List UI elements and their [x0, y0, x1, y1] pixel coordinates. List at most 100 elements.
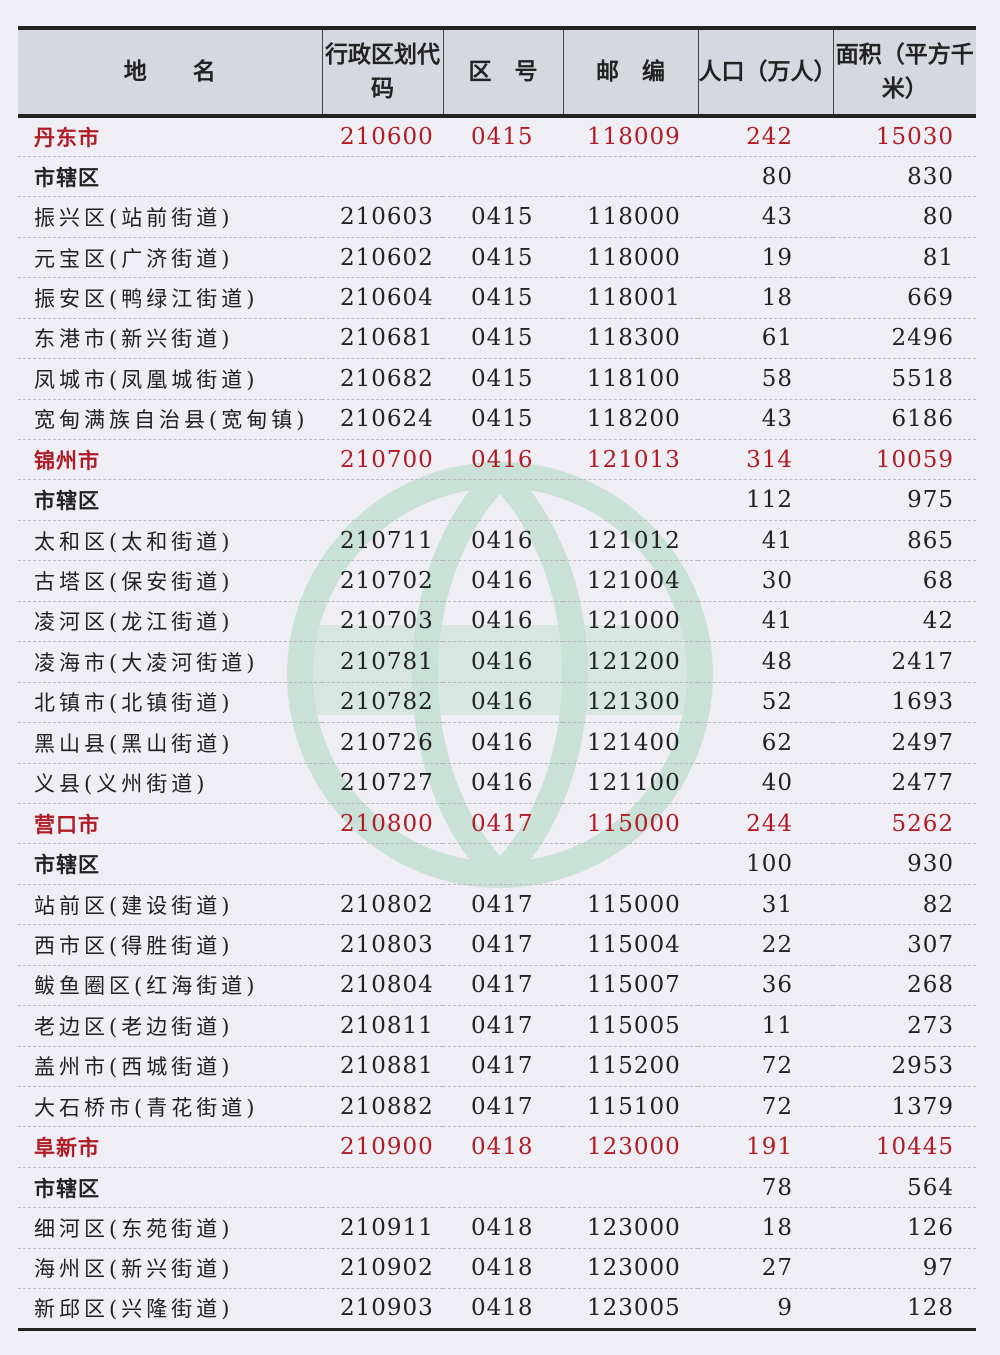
cell-population: 48 — [761, 648, 793, 675]
table-row: 大石桥市(青花街道) 210882 0417 115100 72 1379 — [18, 1087, 976, 1127]
table-row: 振兴区(站前街道) 210603 0415 118000 43 80 — [18, 197, 976, 238]
cell-area-code: 0416 — [471, 608, 534, 635]
cell-population: 30 — [761, 568, 793, 595]
cell-population: 58 — [761, 365, 793, 392]
cell-area: 6186 — [891, 406, 954, 433]
cell-population: 31 — [761, 891, 793, 918]
cell-code — [322, 1167, 443, 1207]
cell-code: 210700 — [340, 446, 434, 473]
cell-postal: 115007 — [587, 972, 681, 999]
cell-postal: 115000 — [587, 891, 681, 918]
cell-postal: 121012 — [587, 527, 681, 554]
cell-area: 5518 — [891, 365, 954, 392]
cell-area-code: 0416 — [471, 527, 534, 554]
cell-area-code: 0415 — [471, 204, 534, 231]
header-name: 地 名 — [123, 59, 216, 85]
cell-name: 凌海市(大凌河街道) — [34, 650, 259, 675]
cell-name: 北镇市(北镇街道) — [34, 691, 234, 716]
cell-area-code: 0415 — [471, 284, 534, 311]
cell-population: 100 — [746, 851, 793, 878]
cell-code — [322, 844, 443, 884]
cell-name: 盖州市(西城街道) — [34, 1055, 234, 1080]
cell-name: 东港市(新兴街道) — [34, 327, 234, 352]
cell-area: 1693 — [891, 689, 954, 716]
table-row: 老边区(老边街道) 210811 0417 115005 11 273 — [18, 1006, 976, 1047]
cell-area: 97 — [922, 1255, 954, 1282]
cell-name: 振兴区(站前街道) — [34, 206, 234, 231]
cell-area: 80 — [922, 204, 954, 231]
cell-area-code: 0417 — [471, 891, 534, 918]
cell-population: 62 — [761, 729, 793, 756]
table-row: 站前区(建设街道) 210802 0417 115000 31 82 — [18, 884, 976, 925]
cell-name: 大石桥市(青花街道) — [34, 1095, 259, 1120]
table-row: 细河区(东苑街道) 210911 0418 123000 18 126 — [18, 1208, 976, 1249]
cell-postal — [563, 844, 698, 884]
cell-area: 82 — [922, 891, 954, 918]
cell-area: 273 — [907, 1012, 954, 1039]
cell-area: 865 — [907, 527, 954, 554]
cell-name: 市辖区 — [34, 165, 100, 190]
cell-postal: 118200 — [587, 406, 681, 433]
region-table: 地 名 行政区划代码 区 号 邮 编 人口（万人） 面积（平方千米） 丹东市 21… — [18, 26, 976, 1331]
cell-population: 78 — [761, 1174, 793, 1201]
cell-area: 42 — [922, 608, 954, 635]
cell-area-code: 0417 — [471, 1093, 534, 1120]
header-postal: 邮 编 — [562, 28, 698, 116]
table-row: 东港市(新兴街道) 210681 0415 118300 61 2496 — [18, 318, 976, 359]
cell-code: 210600 — [340, 123, 434, 150]
cell-code: 210881 — [340, 1053, 434, 1080]
cell-code: 210882 — [340, 1093, 434, 1120]
cell-area-code: 0417 — [471, 810, 534, 837]
cell-population: 11 — [761, 1012, 793, 1039]
cell-postal: 118009 — [587, 123, 681, 150]
cell-postal: 121400 — [587, 729, 681, 756]
cell-population: 314 — [746, 446, 793, 473]
cell-code: 210681 — [340, 325, 434, 352]
header-row: 地 名 行政区划代码 区 号 邮 编 人口（万人） 面积（平方千米） — [18, 28, 976, 116]
cell-postal: 121200 — [587, 648, 681, 675]
cell-name: 宽甸满族自治县(宽甸镇) — [34, 408, 309, 433]
cell-name: 义县(义州街道) — [34, 772, 209, 797]
cell-area-code: 0417 — [471, 1053, 534, 1080]
cell-name: 振安区(鸭绿江街道) — [34, 286, 259, 311]
cell-postal: 118000 — [587, 204, 681, 231]
table-row: 市辖区 78 564 — [18, 1167, 976, 1208]
table-row: 凤城市(凤凰城街道) 210682 0415 118100 58 5518 — [18, 359, 976, 400]
cell-name: 市辖区 — [34, 1176, 100, 1201]
cell-name: 凌河区(龙江街道) — [34, 610, 234, 635]
cell-postal: 123000 — [587, 1134, 681, 1161]
cell-area-code: 0417 — [471, 1012, 534, 1039]
cell-area-code: 0416 — [471, 689, 534, 716]
city-row: 锦州市 210700 0416 121013 314 10059 — [18, 440, 976, 480]
cell-population: 61 — [761, 325, 793, 352]
cell-population: 27 — [761, 1255, 793, 1282]
cell-postal: 118300 — [587, 325, 681, 352]
table-row: 太和区(太和街道) 210711 0416 121012 41 865 — [18, 520, 976, 561]
cell-area: 15030 — [875, 123, 954, 150]
city-row: 营口市 210800 0417 115000 244 5262 — [18, 803, 976, 844]
cell-code: 210603 — [340, 204, 434, 231]
cell-code: 210781 — [340, 648, 434, 675]
table-row: 黑山县(黑山街道) 210726 0416 121400 62 2497 — [18, 723, 976, 763]
cell-code: 210703 — [340, 608, 434, 635]
table-row: 市辖区 80 830 — [18, 156, 976, 197]
cell-area-code: 0417 — [471, 931, 534, 958]
cell-code: 210604 — [340, 284, 434, 311]
cell-area-code: 0418 — [471, 1215, 534, 1242]
cell-population: 36 — [761, 972, 793, 999]
cell-population: 40 — [761, 770, 793, 797]
cell-postal: 115100 — [587, 1093, 681, 1120]
cell-name: 市辖区 — [34, 853, 100, 878]
cell-name: 凤城市(凤凰城街道) — [34, 367, 259, 392]
header-code: 行政区划代码 — [321, 28, 443, 116]
cell-population: 41 — [761, 527, 793, 554]
cell-population: 19 — [761, 244, 793, 271]
cell-area: 126 — [907, 1215, 954, 1242]
cell-code: 210903 — [340, 1295, 434, 1322]
table-row: 鲅鱼圈区(红海街道) 210804 0417 115007 36 268 — [18, 965, 976, 1006]
cell-population: 72 — [761, 1053, 793, 1080]
cell-postal: 118000 — [587, 244, 681, 271]
cell-area-code: 0418 — [471, 1295, 534, 1322]
cell-code: 210602 — [340, 244, 434, 271]
cell-area: 81 — [922, 244, 954, 271]
